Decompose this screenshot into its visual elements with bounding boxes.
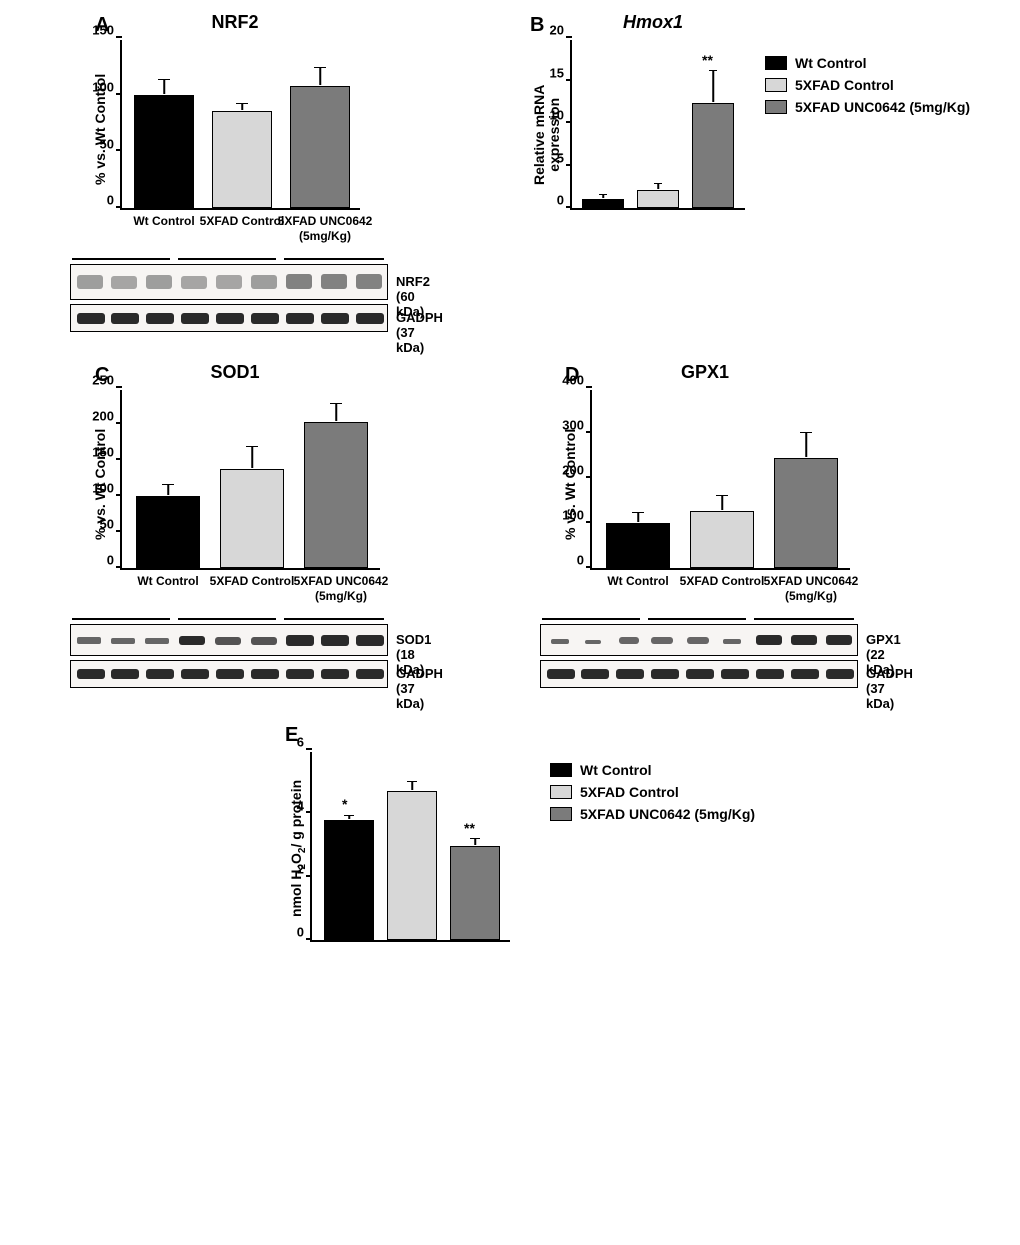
sig-e-wt: * (342, 796, 347, 812)
xlabel-d-unc2: (5mg/Kg) (756, 589, 866, 603)
bar-d-unc (774, 458, 838, 568)
bar-a-unc (290, 86, 350, 208)
figure: A NRF2 % vs. Wt Control 0 50 100 150 Wt … (10, 10, 1010, 1235)
legend-xfad: 5XFAD Control (795, 77, 894, 93)
legend-e-xfad: 5XFAD Control (580, 784, 679, 800)
panel-e-chart: nmol H2O2/ g protein 0 2 4 6 * ** (310, 752, 510, 942)
blot-a-nrf2 (70, 264, 388, 300)
bar-c-wt (136, 496, 200, 568)
bar-e-xfad (387, 791, 437, 940)
panel-e-legend: Wt Control 5XFAD Control 5XFAD UNC0642 (… (550, 762, 755, 828)
panel-a-chart: % vs. Wt Control 0 50 100 150 Wt Control… (120, 40, 360, 210)
bar-d-xfad (690, 511, 754, 568)
bar-e-unc (450, 846, 500, 940)
panel-b-chart: Relative mRNAexpression 0 5 10 15 20 ** (570, 40, 745, 210)
blot-c-gapdh-label: GADPH (37 kDa) (396, 666, 443, 711)
panel-c-chart: % vs. Wt Control 0 50 100 150 200 250 Wt… (120, 390, 380, 570)
bar-c-xfad (220, 469, 284, 568)
bar-d-wt (606, 523, 670, 568)
blot-c-gapdh (70, 660, 388, 688)
panel-d-chart: % vs. Wt Control 0 100 200 300 400 Wt Co… (590, 390, 850, 570)
bar-a-wt (134, 95, 194, 208)
bar-a-xfad (212, 111, 272, 208)
legend-wt: Wt Control (795, 55, 867, 71)
xlabel-a-unc2: (5mg/Kg) (270, 229, 380, 243)
bar-b-xfad (637, 190, 679, 208)
panel-c-title: SOD1 (145, 362, 325, 383)
sig-b-unc: ** (702, 52, 713, 68)
xlabel-c-unc1: 5XFAD UNC0642 (286, 574, 396, 588)
panel-d-title: GPX1 (615, 362, 795, 383)
legend-unc: 5XFAD UNC0642 (5mg/Kg) (795, 99, 970, 115)
panel-b-ylabel: Relative mRNAexpression (532, 85, 563, 185)
panel-b-title: Hmox1 (563, 12, 743, 33)
legend-e-wt: Wt Control (580, 762, 652, 778)
panel-b-label: B (530, 14, 544, 37)
blot-c-sod1 (70, 624, 388, 656)
legend-e-unc: 5XFAD UNC0642 (5mg/Kg) (580, 806, 755, 822)
xlabel-d-unc1: 5XFAD UNC0642 (756, 574, 866, 588)
bar-b-unc (692, 103, 734, 208)
bar-c-unc (304, 422, 368, 568)
panel-b-legend: Wt Control 5XFAD Control 5XFAD UNC0642 (… (765, 55, 970, 121)
blot-d-gapdh (540, 660, 858, 688)
panel-d-ylabel: % vs. Wt Control (562, 429, 578, 540)
blot-d-gapdh-label: GADPH (37 kDa) (866, 666, 913, 711)
xlabel-c-unc2: (5mg/Kg) (286, 589, 396, 603)
panel-a-title: NRF2 (145, 12, 325, 33)
bar-b-wt (582, 199, 624, 208)
blot-a-gapdh (70, 304, 388, 332)
xlabel-a-unc1: 5XFAD UNC0642 (270, 214, 380, 228)
bar-e-wt (324, 820, 374, 940)
blot-d-gpx1 (540, 624, 858, 656)
sig-e-unc: ** (464, 820, 475, 836)
blot-a-gapdh-label: GADPH (37 kDa) (396, 310, 443, 355)
